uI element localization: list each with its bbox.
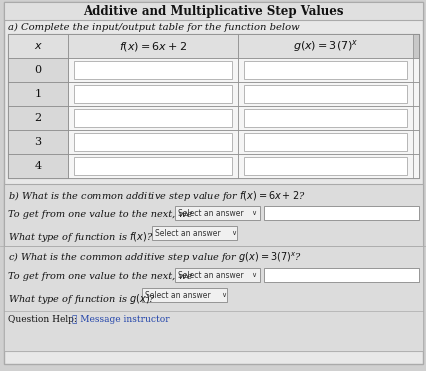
FancyBboxPatch shape <box>4 246 422 351</box>
FancyBboxPatch shape <box>8 58 68 82</box>
FancyBboxPatch shape <box>8 58 68 82</box>
Text: Select an answer: Select an answer <box>178 209 243 217</box>
FancyBboxPatch shape <box>74 109 231 127</box>
FancyBboxPatch shape <box>8 34 418 58</box>
FancyBboxPatch shape <box>8 154 68 178</box>
Text: ✉ Message instructor: ✉ Message instructor <box>72 315 169 324</box>
FancyBboxPatch shape <box>237 34 412 58</box>
Text: 1: 1 <box>35 89 41 99</box>
FancyBboxPatch shape <box>8 34 418 178</box>
Text: ∨: ∨ <box>251 272 256 278</box>
FancyBboxPatch shape <box>4 2 422 20</box>
FancyBboxPatch shape <box>243 109 406 127</box>
Text: ∨: ∨ <box>231 230 236 236</box>
FancyBboxPatch shape <box>237 154 412 178</box>
FancyBboxPatch shape <box>8 82 68 106</box>
FancyBboxPatch shape <box>8 130 418 154</box>
Text: a) Complete the input/output table for the function below: a) Complete the input/output table for t… <box>8 23 299 32</box>
FancyBboxPatch shape <box>8 154 68 178</box>
FancyBboxPatch shape <box>8 154 418 178</box>
FancyBboxPatch shape <box>8 58 418 82</box>
FancyBboxPatch shape <box>4 2 422 364</box>
Text: 4: 4 <box>35 161 41 171</box>
FancyBboxPatch shape <box>74 85 231 103</box>
FancyBboxPatch shape <box>237 106 412 130</box>
FancyBboxPatch shape <box>8 130 68 154</box>
Text: Select an answer: Select an answer <box>155 229 220 237</box>
Text: 2: 2 <box>35 113 41 123</box>
Text: Select an answer: Select an answer <box>178 270 243 279</box>
FancyBboxPatch shape <box>243 157 406 175</box>
Text: $g(x) = 3(7)^x$: $g(x) = 3(7)^x$ <box>292 38 357 54</box>
FancyBboxPatch shape <box>237 130 412 154</box>
Text: Select an answer: Select an answer <box>145 290 210 299</box>
FancyBboxPatch shape <box>175 206 259 220</box>
Text: 3: 3 <box>35 137 41 147</box>
Text: c) What is the common additive step value for $g(x) = 3(7)^x$?: c) What is the common additive step valu… <box>8 251 301 265</box>
Text: $f(x) = 6x + 2$: $f(x) = 6x + 2$ <box>119 39 187 53</box>
FancyBboxPatch shape <box>8 82 418 106</box>
FancyBboxPatch shape <box>4 184 422 351</box>
FancyBboxPatch shape <box>68 82 237 106</box>
FancyBboxPatch shape <box>243 61 406 79</box>
FancyBboxPatch shape <box>68 34 237 58</box>
Text: To get from one value to the next, we: To get from one value to the next, we <box>8 210 192 219</box>
FancyBboxPatch shape <box>152 226 236 240</box>
FancyBboxPatch shape <box>237 82 412 106</box>
FancyBboxPatch shape <box>68 58 237 82</box>
Text: ∨: ∨ <box>251 210 256 216</box>
Text: b) What is the common additive step value for $f(x) = 6x + 2$?: b) What is the common additive step valu… <box>8 189 305 203</box>
FancyBboxPatch shape <box>74 133 231 151</box>
FancyBboxPatch shape <box>68 106 237 130</box>
FancyBboxPatch shape <box>8 106 68 130</box>
FancyBboxPatch shape <box>8 82 68 106</box>
FancyBboxPatch shape <box>74 61 231 79</box>
FancyBboxPatch shape <box>263 206 418 220</box>
FancyBboxPatch shape <box>8 106 418 130</box>
FancyBboxPatch shape <box>142 288 227 302</box>
FancyBboxPatch shape <box>68 130 237 154</box>
Text: 0: 0 <box>35 65 41 75</box>
FancyBboxPatch shape <box>74 157 231 175</box>
FancyBboxPatch shape <box>175 268 259 282</box>
Text: Additive and Multiplicative Step Values: Additive and Multiplicative Step Values <box>83 4 343 17</box>
FancyBboxPatch shape <box>243 85 406 103</box>
FancyBboxPatch shape <box>243 133 406 151</box>
FancyBboxPatch shape <box>263 268 418 282</box>
FancyBboxPatch shape <box>8 34 68 58</box>
Text: To get from one value to the next, we: To get from one value to the next, we <box>8 272 192 281</box>
FancyBboxPatch shape <box>68 154 237 178</box>
FancyBboxPatch shape <box>8 106 68 130</box>
Text: What type of function is $g(x)$?: What type of function is $g(x)$? <box>8 292 156 306</box>
FancyBboxPatch shape <box>237 58 412 82</box>
Text: What type of function is $f(x)$?: What type of function is $f(x)$? <box>8 230 153 244</box>
Text: Question Help:: Question Help: <box>8 315 80 324</box>
FancyBboxPatch shape <box>8 130 68 154</box>
Text: $x$: $x$ <box>34 41 42 51</box>
Text: ∨: ∨ <box>221 292 226 298</box>
